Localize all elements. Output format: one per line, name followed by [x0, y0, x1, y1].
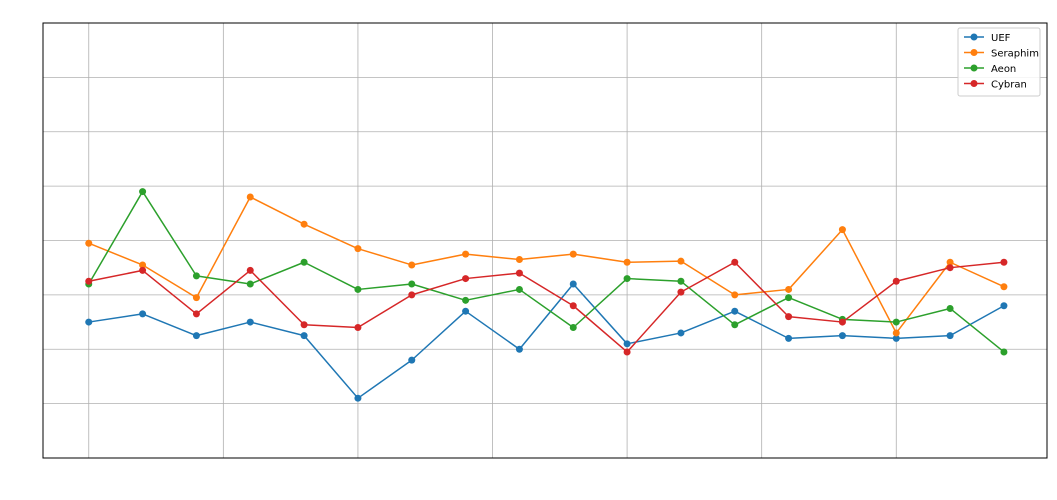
data-point-seraphim: [569, 250, 577, 258]
data-point-aeon: [623, 275, 631, 283]
data-point-cybran: [838, 318, 846, 326]
data-point-seraphim: [731, 291, 739, 299]
plot-frame: [42, 22, 1048, 459]
data-point-seraphim: [892, 329, 900, 337]
data-point-seraphim: [677, 257, 685, 265]
series-seraphim: [85, 193, 1008, 337]
legend-marker-uef: [970, 33, 978, 41]
data-point-cybran: [139, 266, 147, 274]
series-line-aeon: [88, 190, 1005, 353]
legend-marker-cybran: [970, 80, 978, 87]
data-point-aeon: [300, 258, 308, 266]
legend-label-aeon: Aeon: [991, 64, 1016, 75]
data-point-uef: [1000, 302, 1008, 310]
data-point-uef: [838, 332, 846, 340]
series-layer: [85, 188, 1008, 402]
data-point-cybran: [300, 321, 308, 329]
data-point-seraphim: [623, 258, 631, 266]
data-point-seraphim: [192, 294, 200, 302]
data-point-seraphim: [1000, 283, 1008, 291]
legend: UEF Seraphim Aeon Cybran: [957, 27, 1041, 97]
data-point-seraphim: [838, 226, 846, 234]
data-point-seraphim: [300, 220, 308, 228]
data-point-seraphim: [408, 261, 416, 269]
data-point-cybran: [462, 275, 470, 283]
data-point-aeon: [192, 272, 200, 280]
data-point-aeon: [892, 318, 900, 326]
data-point-uef: [85, 318, 93, 326]
legend-label-cybran: Cybran: [991, 80, 1027, 91]
series-line-seraphim: [88, 196, 1005, 334]
data-point-seraphim: [946, 258, 954, 266]
data-point-cybran: [408, 291, 416, 299]
data-point-cybran: [785, 313, 793, 321]
legend-box: [957, 27, 1041, 97]
data-point-seraphim: [85, 239, 93, 247]
series-line-uef: [88, 283, 1005, 399]
data-point-uef: [300, 332, 308, 340]
data-point-seraphim: [515, 256, 523, 264]
data-point-seraphim: [462, 250, 470, 258]
data-point-uef: [462, 307, 470, 315]
data-point-uef: [677, 329, 685, 337]
data-point-uef: [408, 356, 416, 364]
data-point-uef: [569, 280, 577, 288]
data-point-cybran: [569, 302, 577, 310]
data-point-aeon: [946, 304, 954, 312]
data-point-uef: [354, 394, 362, 402]
data-point-cybran: [677, 288, 685, 296]
legend-label-uef: UEF: [991, 33, 1011, 44]
data-point-uef: [623, 340, 631, 348]
series-uef: [85, 280, 1008, 402]
data-point-seraphim: [354, 245, 362, 253]
data-point-aeon: [731, 321, 739, 329]
data-point-cybran: [515, 269, 523, 277]
data-point-uef: [192, 332, 200, 340]
data-point-aeon: [515, 285, 523, 293]
data-point-aeon: [408, 280, 416, 288]
series-cybran: [85, 258, 1008, 356]
data-point-cybran: [85, 277, 93, 285]
data-point-uef: [946, 332, 954, 340]
data-point-uef: [731, 307, 739, 315]
data-point-aeon: [569, 324, 577, 331]
data-point-aeon: [139, 188, 147, 196]
legend-label-seraphim: Seraphim: [991, 49, 1039, 60]
data-point-uef: [139, 310, 147, 318]
data-point-seraphim: [246, 193, 254, 201]
data-point-aeon: [1000, 348, 1008, 356]
data-point-cybran: [1000, 258, 1008, 266]
data-point-cybran: [623, 348, 631, 356]
series-aeon: [85, 188, 1008, 356]
data-point-cybran: [246, 266, 254, 274]
data-point-cybran: [354, 324, 362, 331]
data-point-uef: [892, 334, 900, 342]
data-point-seraphim: [139, 261, 147, 269]
data-point-aeon: [677, 277, 685, 285]
data-point-seraphim: [785, 285, 793, 293]
data-point-aeon: [246, 280, 254, 288]
legend-marker-seraphim: [970, 49, 978, 56]
data-point-cybran: [731, 258, 739, 266]
data-point-cybran: [192, 310, 200, 318]
data-point-uef: [246, 318, 254, 326]
data-point-uef: [785, 334, 793, 342]
data-point-uef: [515, 345, 523, 353]
data-point-cybran: [946, 264, 954, 272]
legend-marker-aeon: [970, 64, 978, 72]
data-point-aeon: [462, 296, 470, 304]
data-point-aeon: [354, 285, 362, 293]
data-point-cybran: [892, 277, 900, 285]
grid-layer: [43, 23, 1047, 458]
series-line-cybran: [88, 261, 1005, 353]
data-point-aeon: [785, 294, 793, 302]
